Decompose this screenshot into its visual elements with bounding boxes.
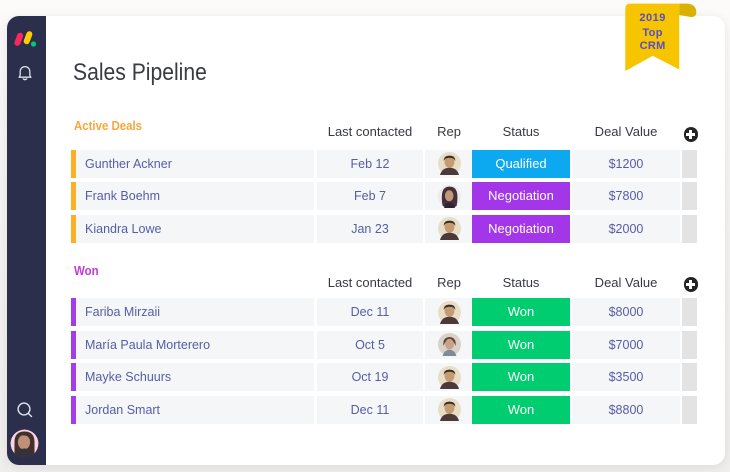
svg-text:Top: Top — [642, 27, 662, 39]
svg-text:2019: 2019 — [639, 12, 665, 24]
svg-text:CRM: CRM — [640, 40, 666, 52]
